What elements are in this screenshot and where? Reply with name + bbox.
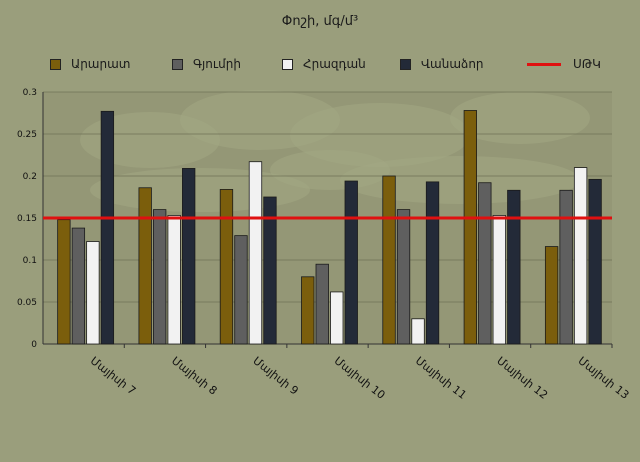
legend-label-ararat: Արարատ: [71, 57, 131, 71]
y-tick-label: 0: [31, 340, 37, 350]
legend-swatch-hrazdan: [282, 58, 293, 70]
x-tick-label: Մայիսի 8: [169, 354, 219, 397]
y-tick-label: 0.25: [17, 130, 37, 140]
y-tick-label: 0.1: [23, 256, 37, 266]
chart-title: Փոշի, մգ/մ³: [281, 14, 359, 29]
plot-background-blob: [450, 92, 590, 144]
bar-1: [463, 110, 477, 345]
bar-3: [167, 215, 181, 345]
bar-2: [234, 235, 248, 345]
bar-1: [138, 187, 152, 345]
bar-2: [315, 263, 329, 345]
y-tick-label: 0.15: [17, 214, 37, 224]
bar-1: [219, 189, 234, 345]
legend-label-mpc: ՍԹԿ: [573, 57, 601, 71]
legend-label-hrazdan: Հրազդան: [303, 57, 366, 71]
bar-1: [301, 276, 315, 345]
legend-item-gyumri: Գյումրի: [172, 57, 241, 71]
bar-4: [588, 178, 602, 345]
bar-3: [248, 161, 263, 345]
x-tick-label: Մայիսի 9: [250, 354, 300, 397]
bar-4: [100, 110, 115, 345]
bar-1: [57, 219, 71, 345]
legend-swatch-mpc: [527, 62, 561, 66]
x-tick-label: Մայիսի 10: [332, 354, 388, 402]
bar-4: [263, 196, 277, 345]
x-tick-label: Մայիսի 7: [88, 354, 138, 397]
y-tick-label: 0.05: [17, 298, 37, 308]
bar-2: [71, 227, 86, 345]
bar-2: [559, 189, 573, 345]
bar-4: [507, 189, 521, 345]
bar-3: [573, 167, 588, 345]
legend-swatch-gyumri: [172, 58, 183, 70]
legend-swatch-ararat: [50, 58, 61, 70]
bar-2: [396, 209, 411, 345]
bar-4: [344, 180, 358, 345]
bar-2: [478, 182, 492, 345]
bar-3: [411, 318, 425, 345]
bar-3: [330, 291, 344, 345]
legend-swatch-vanadzor: [400, 58, 411, 70]
plot-background-blob: [270, 150, 390, 190]
bar-4: [182, 168, 196, 345]
x-tick-label: Մայիսի 11: [413, 354, 469, 402]
bar-1: [382, 175, 396, 345]
legend-label-vanadzor: Վանաձոր: [421, 57, 484, 71]
bar-4: [425, 181, 440, 345]
y-tick-label: 0.3: [23, 88, 37, 98]
bar-1: [544, 246, 559, 345]
bar-2: [153, 209, 167, 345]
legend-label-gyumri: Գյումրի: [193, 57, 241, 71]
legend-item-vanadzor: Վանաձոր: [400, 57, 484, 71]
y-tick-label: 0.2: [23, 172, 37, 182]
x-tick-label: Մայիսի 12: [494, 354, 550, 402]
legend: Արարատ Գյումրի Հրազդան Վանաձոր ՍԹԿ: [50, 57, 630, 75]
bar-3: [86, 241, 100, 345]
legend-item-mpc: ՍԹԿ: [527, 57, 601, 71]
bar-3: [492, 215, 506, 345]
legend-item-hrazdan: Հրազդան: [282, 57, 366, 71]
x-tick-label: Մայիսի 13: [576, 354, 632, 402]
legend-item-ararat: Արարատ: [50, 57, 130, 71]
